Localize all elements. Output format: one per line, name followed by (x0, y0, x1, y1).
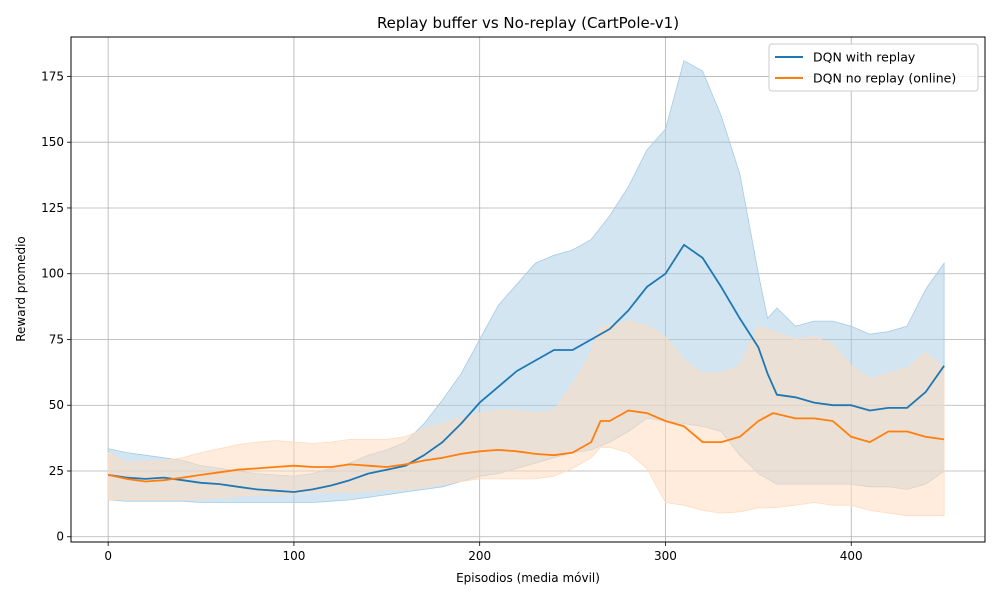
x-tick-label: 300 (654, 549, 677, 563)
legend-label-replay: DQN with replay (813, 50, 916, 65)
y-axis-ticks: 0 25 50 75 100 125 150 175 (41, 69, 71, 544)
legend: DQN with replay DQN no replay (online) (768, 43, 979, 92)
legend-box (768, 43, 979, 92)
series-lines (108, 243, 945, 493)
y-tick-label: 0 (56, 530, 64, 544)
y-tick-label: 25 (49, 464, 64, 478)
x-tick-label: 100 (282, 549, 305, 563)
x-axis-ticks: 0 100 200 300 400 (104, 542, 863, 563)
chart-title: Replay buffer vs No-replay (CartPole-v1) (377, 14, 679, 32)
x-tick-label: 200 (468, 549, 491, 563)
y-tick-label: 150 (41, 135, 64, 149)
x-tick-label: 400 (840, 549, 863, 563)
x-axis-label: Episodios (media móvil) (456, 571, 600, 585)
y-tick-label: 75 (49, 332, 64, 346)
legend-label-no-replay: DQN no replay (online) (813, 71, 956, 86)
y-tick-label: 175 (41, 69, 64, 83)
series-line-no-replay (108, 409, 945, 483)
series-line-replay (108, 243, 945, 493)
y-axis-label: Reward promedio (14, 236, 28, 342)
x-tick-label: 0 (104, 549, 112, 563)
plot-frame (70, 36, 986, 543)
y-tick-label: 100 (41, 267, 64, 281)
y-tick-label: 50 (49, 398, 64, 412)
y-tick-label: 125 (41, 201, 64, 215)
